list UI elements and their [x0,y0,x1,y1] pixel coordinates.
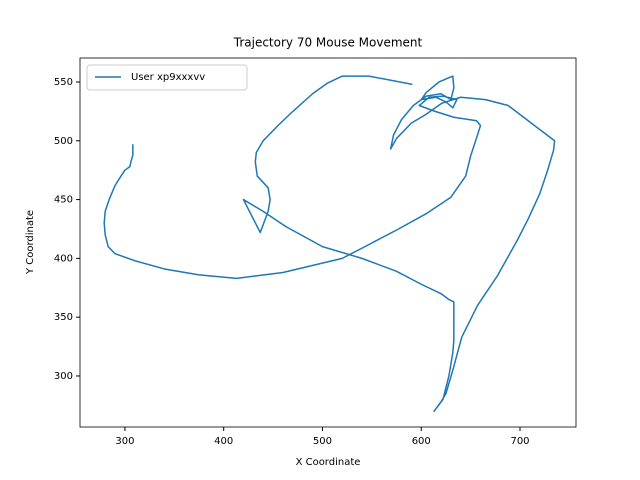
y-axis-label: Y Coordinate [25,210,36,275]
plot-frame [79,57,577,428]
y-tick-label: 350 [54,312,73,323]
x-tick-label: 400 [214,436,233,447]
y-tick-label: 500 [54,136,73,147]
y-tick-label: 450 [54,195,73,206]
x-tick-label: 500 [313,436,332,447]
y-tick-label: 550 [54,77,73,88]
chart-title: Trajectory 70 Mouse Movement [233,36,423,50]
x-axis-label: X Coordinate [296,457,361,468]
x-tick-label: 700 [510,436,529,447]
legend-label: User xp9xxxvv [131,72,205,83]
y-tick-label: 400 [54,253,73,264]
legend-box [86,64,248,91]
y-tick-label: 300 [54,371,73,382]
x-tick-label: 300 [115,436,134,447]
x-tick-label: 600 [412,436,431,447]
trajectory-line [103,75,556,412]
